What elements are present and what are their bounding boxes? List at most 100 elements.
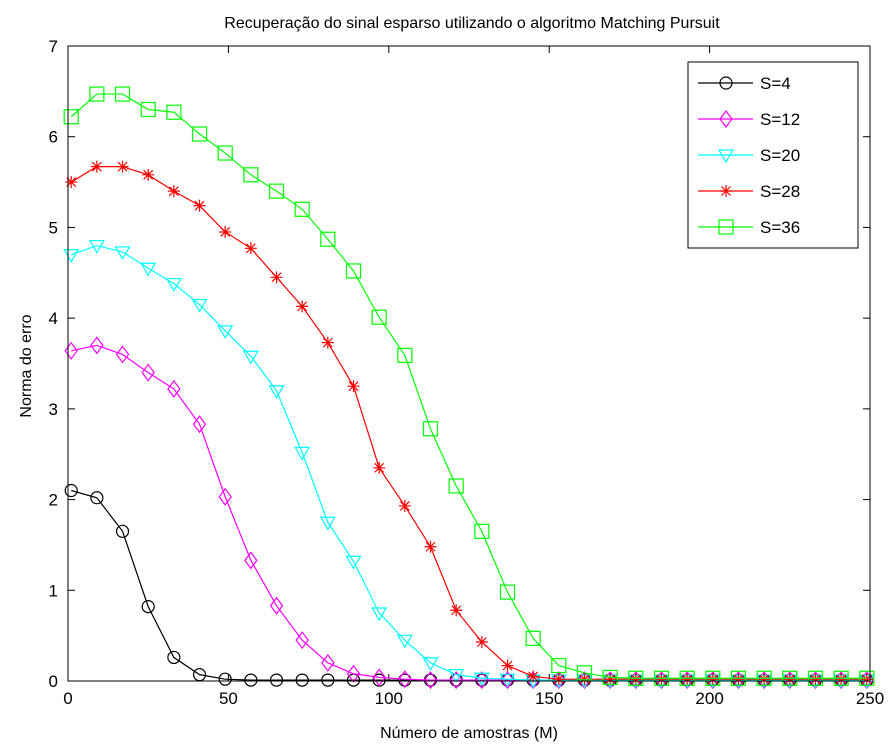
legend-marker (719, 110, 733, 128)
data-point (217, 145, 233, 161)
data-point (398, 670, 412, 689)
data-point (140, 101, 156, 118)
data-point (758, 673, 771, 686)
data-point (706, 673, 719, 686)
data-point (116, 160, 129, 173)
x-tick-label: 50 (219, 689, 238, 708)
data-point (321, 653, 335, 672)
data-point (422, 421, 439, 437)
data-point (243, 167, 259, 183)
data-point (525, 630, 541, 646)
legend-label: S=20 (760, 146, 800, 165)
legend-label: S=12 (760, 110, 800, 129)
data-point (268, 183, 285, 199)
x-tick-label: 200 (695, 689, 723, 708)
data-point (63, 109, 79, 125)
data-point (192, 415, 207, 434)
data-point (295, 673, 309, 687)
y-tick-label: 5 (49, 218, 58, 237)
data-point (398, 499, 411, 512)
data-point (167, 379, 181, 398)
data-point (552, 673, 565, 686)
legend-entry: S=36 (698, 218, 800, 237)
data-point (346, 664, 361, 683)
data-point (140, 262, 157, 277)
data-point (448, 478, 464, 494)
data-point (756, 670, 772, 686)
data-point (628, 670, 644, 686)
data-point (193, 199, 206, 212)
data-point (165, 278, 182, 292)
data-point (167, 650, 181, 665)
legend-marker (720, 185, 732, 197)
data-point (732, 673, 745, 686)
data-point (345, 263, 362, 279)
data-point (474, 523, 490, 539)
data-point (373, 461, 386, 474)
y-tick-label: 4 (49, 309, 58, 328)
data-point (64, 341, 78, 360)
data-point (629, 673, 642, 686)
data-point (396, 634, 413, 649)
data-point (602, 669, 618, 685)
data-point (88, 239, 105, 254)
data-point (269, 673, 284, 687)
y-axis-label: Norma do erro (18, 314, 35, 417)
data-point (90, 491, 104, 505)
data-point (372, 668, 386, 687)
data-point (449, 671, 463, 690)
series-S=28 (65, 160, 873, 686)
data-point (345, 555, 362, 570)
data-point (141, 363, 155, 382)
data-point (89, 86, 105, 102)
data-point (473, 672, 490, 687)
data-point (115, 524, 130, 538)
y-tick-label: 7 (49, 37, 58, 56)
legend-entry: S=20 (698, 146, 800, 165)
data-point (244, 551, 258, 570)
data-point (166, 104, 182, 120)
data-point (90, 160, 103, 173)
data-point (217, 325, 234, 340)
data-point (576, 665, 593, 681)
data-point (679, 670, 695, 686)
data-point (321, 673, 335, 687)
legend-entry: S=28 (698, 182, 800, 201)
data-point (450, 604, 463, 617)
data-point (115, 345, 130, 364)
y-tick-label: 1 (49, 581, 58, 600)
data-point (269, 596, 284, 615)
plot-frame (67, 45, 871, 682)
data-point (296, 300, 309, 313)
data-point (319, 516, 336, 531)
data-point (681, 673, 694, 686)
data-point (500, 671, 515, 690)
data-point (730, 670, 747, 686)
data-point (294, 201, 310, 217)
data-point (167, 185, 180, 198)
data-point (499, 673, 516, 688)
x-tick-label: 100 (375, 689, 403, 708)
data-point (833, 670, 849, 686)
data-point (835, 673, 848, 686)
data-point (783, 673, 796, 686)
y-tick-label: 0 (49, 672, 58, 691)
data-point (218, 672, 232, 686)
data-point (142, 168, 155, 181)
data-point (501, 659, 514, 672)
data-point (371, 309, 387, 325)
legend-label: S=28 (760, 182, 800, 201)
data-point (65, 176, 78, 189)
data-point (527, 670, 540, 683)
data-point (807, 670, 824, 686)
data-point (859, 670, 875, 686)
legend-marker (717, 149, 735, 164)
data-point (114, 246, 131, 261)
data-point (270, 271, 283, 284)
legend-marker (718, 219, 734, 235)
data-point (578, 673, 591, 686)
data-point (551, 657, 567, 674)
x-tick-label: 0 (63, 689, 72, 708)
y-tick-label: 2 (49, 491, 58, 510)
